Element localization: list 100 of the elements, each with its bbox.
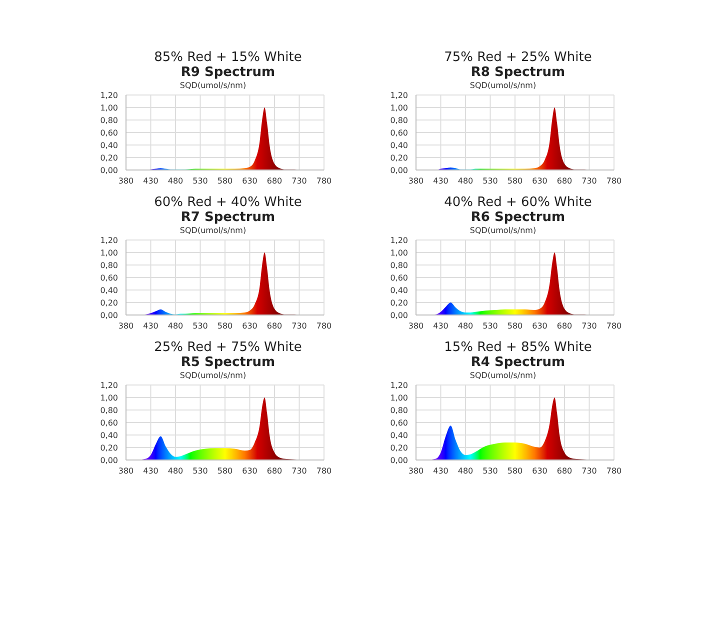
y-tick-label: 0,00 xyxy=(100,456,118,465)
y-tick-label: 0,00 xyxy=(100,166,118,175)
chart-subtitle: R6 Spectrum xyxy=(470,210,566,225)
y-tick-label: 0,60 xyxy=(100,128,118,138)
x-tick-label: 580 xyxy=(507,176,523,186)
y-tick-label: 0,20 xyxy=(390,153,408,162)
y-tick-label: 1,00 xyxy=(390,248,408,258)
x-tick-label: 580 xyxy=(507,322,523,331)
x-tick-label: 730 xyxy=(292,466,307,476)
y-tick-label: 0,40 xyxy=(390,140,408,150)
y-tick-label: 0,80 xyxy=(100,260,118,270)
y-tick-label: 1,00 xyxy=(100,393,118,402)
y-tick-label: 1,00 xyxy=(390,103,408,112)
y-axis-title: SQD(umol/s/nm) xyxy=(178,80,248,91)
x-tick-label: 380 xyxy=(118,466,134,476)
x-tick-label: 480 xyxy=(168,322,184,331)
x-tick-label: 430 xyxy=(143,466,158,476)
x-tick-label: 380 xyxy=(408,466,424,476)
x-tick-label: 530 xyxy=(482,466,498,476)
x-tick-label: 730 xyxy=(292,176,307,186)
x-tick-label: 780 xyxy=(316,466,332,476)
x-tick-label: 730 xyxy=(582,176,597,186)
x-tick-label: 430 xyxy=(143,176,158,186)
chart-subtitle: R4 Spectrum xyxy=(470,355,566,370)
chart-title: 60% Red + 40% White xyxy=(153,195,303,210)
x-tick-label: 480 xyxy=(458,176,474,186)
x-tick-label: 380 xyxy=(118,322,134,331)
y-tick-label: 1,20 xyxy=(100,236,118,245)
y-tick-label: 0,00 xyxy=(390,456,408,465)
chart-title: 85% Red + 15% White xyxy=(153,50,303,65)
y-tick-label: 1,00 xyxy=(100,248,118,258)
y-tick-label: 1,00 xyxy=(100,103,118,112)
x-tick-label: 680 xyxy=(556,466,572,476)
x-tick-label: 530 xyxy=(192,322,208,331)
x-tick-label: 530 xyxy=(192,176,208,186)
y-axis-title: SQD(umol/s/nm) xyxy=(468,370,538,381)
x-tick-label: 380 xyxy=(408,176,424,186)
x-tick-label: 630 xyxy=(242,176,258,186)
chart-subtitle: R7 Spectrum xyxy=(180,210,276,225)
y-tick-label: 0,80 xyxy=(100,406,118,415)
x-tick-label: 580 xyxy=(217,322,233,331)
y-tick-label: 0,20 xyxy=(390,298,408,308)
x-tick-label: 530 xyxy=(192,466,208,476)
y-tick-label: 1,20 xyxy=(390,90,408,100)
y-tick-label: 0,80 xyxy=(390,260,408,270)
x-tick-label: 480 xyxy=(168,466,184,476)
y-axis-title: SQD(umol/s/nm) xyxy=(468,225,538,236)
y-tick-label: 0,60 xyxy=(390,418,408,428)
y-tick-label: 0,40 xyxy=(100,430,118,440)
x-tick-label: 780 xyxy=(316,322,332,331)
y-tick-label: 0,20 xyxy=(100,443,118,452)
y-tick-label: 0,20 xyxy=(100,298,118,308)
chart-title: 40% Red + 60% White xyxy=(443,195,593,210)
x-tick-label: 630 xyxy=(532,322,548,331)
x-tick-label: 580 xyxy=(217,466,233,476)
x-tick-label: 680 xyxy=(266,176,282,186)
x-tick-label: 680 xyxy=(266,466,282,476)
y-tick-label: 0,60 xyxy=(390,128,408,138)
y-tick-label: 0,60 xyxy=(100,273,118,282)
x-tick-label: 680 xyxy=(556,322,572,331)
x-tick-label: 730 xyxy=(582,322,597,331)
y-tick-label: 0,00 xyxy=(390,166,408,175)
y-tick-label: 1,20 xyxy=(390,236,408,245)
y-axis-title: SQD(umol/s/nm) xyxy=(178,225,248,236)
y-tick-label: 0,80 xyxy=(390,116,408,125)
x-tick-label: 780 xyxy=(606,322,622,331)
y-tick-label: 0,40 xyxy=(390,286,408,295)
x-tick-label: 780 xyxy=(606,176,622,186)
y-tick-label: 1,20 xyxy=(390,380,408,390)
x-tick-label: 480 xyxy=(458,322,474,331)
x-tick-label: 780 xyxy=(606,466,622,476)
x-tick-label: 680 xyxy=(266,322,282,331)
y-tick-label: 0,20 xyxy=(390,443,408,452)
x-tick-label: 630 xyxy=(242,322,258,331)
chart-title: 15% Red + 85% White xyxy=(443,340,593,355)
y-tick-label: 0,00 xyxy=(100,310,118,320)
y-tick-label: 0,40 xyxy=(390,430,408,440)
x-tick-label: 380 xyxy=(118,176,134,186)
y-tick-label: 1,20 xyxy=(100,90,118,100)
y-tick-label: 0,00 xyxy=(390,310,408,320)
x-tick-label: 630 xyxy=(242,466,258,476)
y-tick-label: 0,80 xyxy=(100,116,118,125)
x-tick-label: 580 xyxy=(217,176,233,186)
chart-title: 25% Red + 75% White xyxy=(153,340,303,355)
x-tick-label: 680 xyxy=(556,176,572,186)
x-tick-label: 530 xyxy=(482,322,498,331)
x-tick-label: 730 xyxy=(292,322,307,331)
y-tick-label: 1,20 xyxy=(100,380,118,390)
y-tick-label: 0,40 xyxy=(100,286,118,295)
x-tick-label: 630 xyxy=(532,466,548,476)
x-tick-label: 730 xyxy=(582,466,597,476)
chart-subtitle: R9 Spectrum xyxy=(180,65,276,80)
chart-title: 75% Red + 25% White xyxy=(443,50,593,65)
chart-subtitle: R5 Spectrum xyxy=(180,355,276,370)
y-axis-title: SQD(umol/s/nm) xyxy=(178,370,248,381)
x-tick-label: 530 xyxy=(482,176,498,186)
y-tick-label: 0,60 xyxy=(390,273,408,282)
y-tick-label: 0,60 xyxy=(100,418,118,428)
x-tick-label: 580 xyxy=(507,466,523,476)
x-tick-label: 630 xyxy=(532,176,548,186)
